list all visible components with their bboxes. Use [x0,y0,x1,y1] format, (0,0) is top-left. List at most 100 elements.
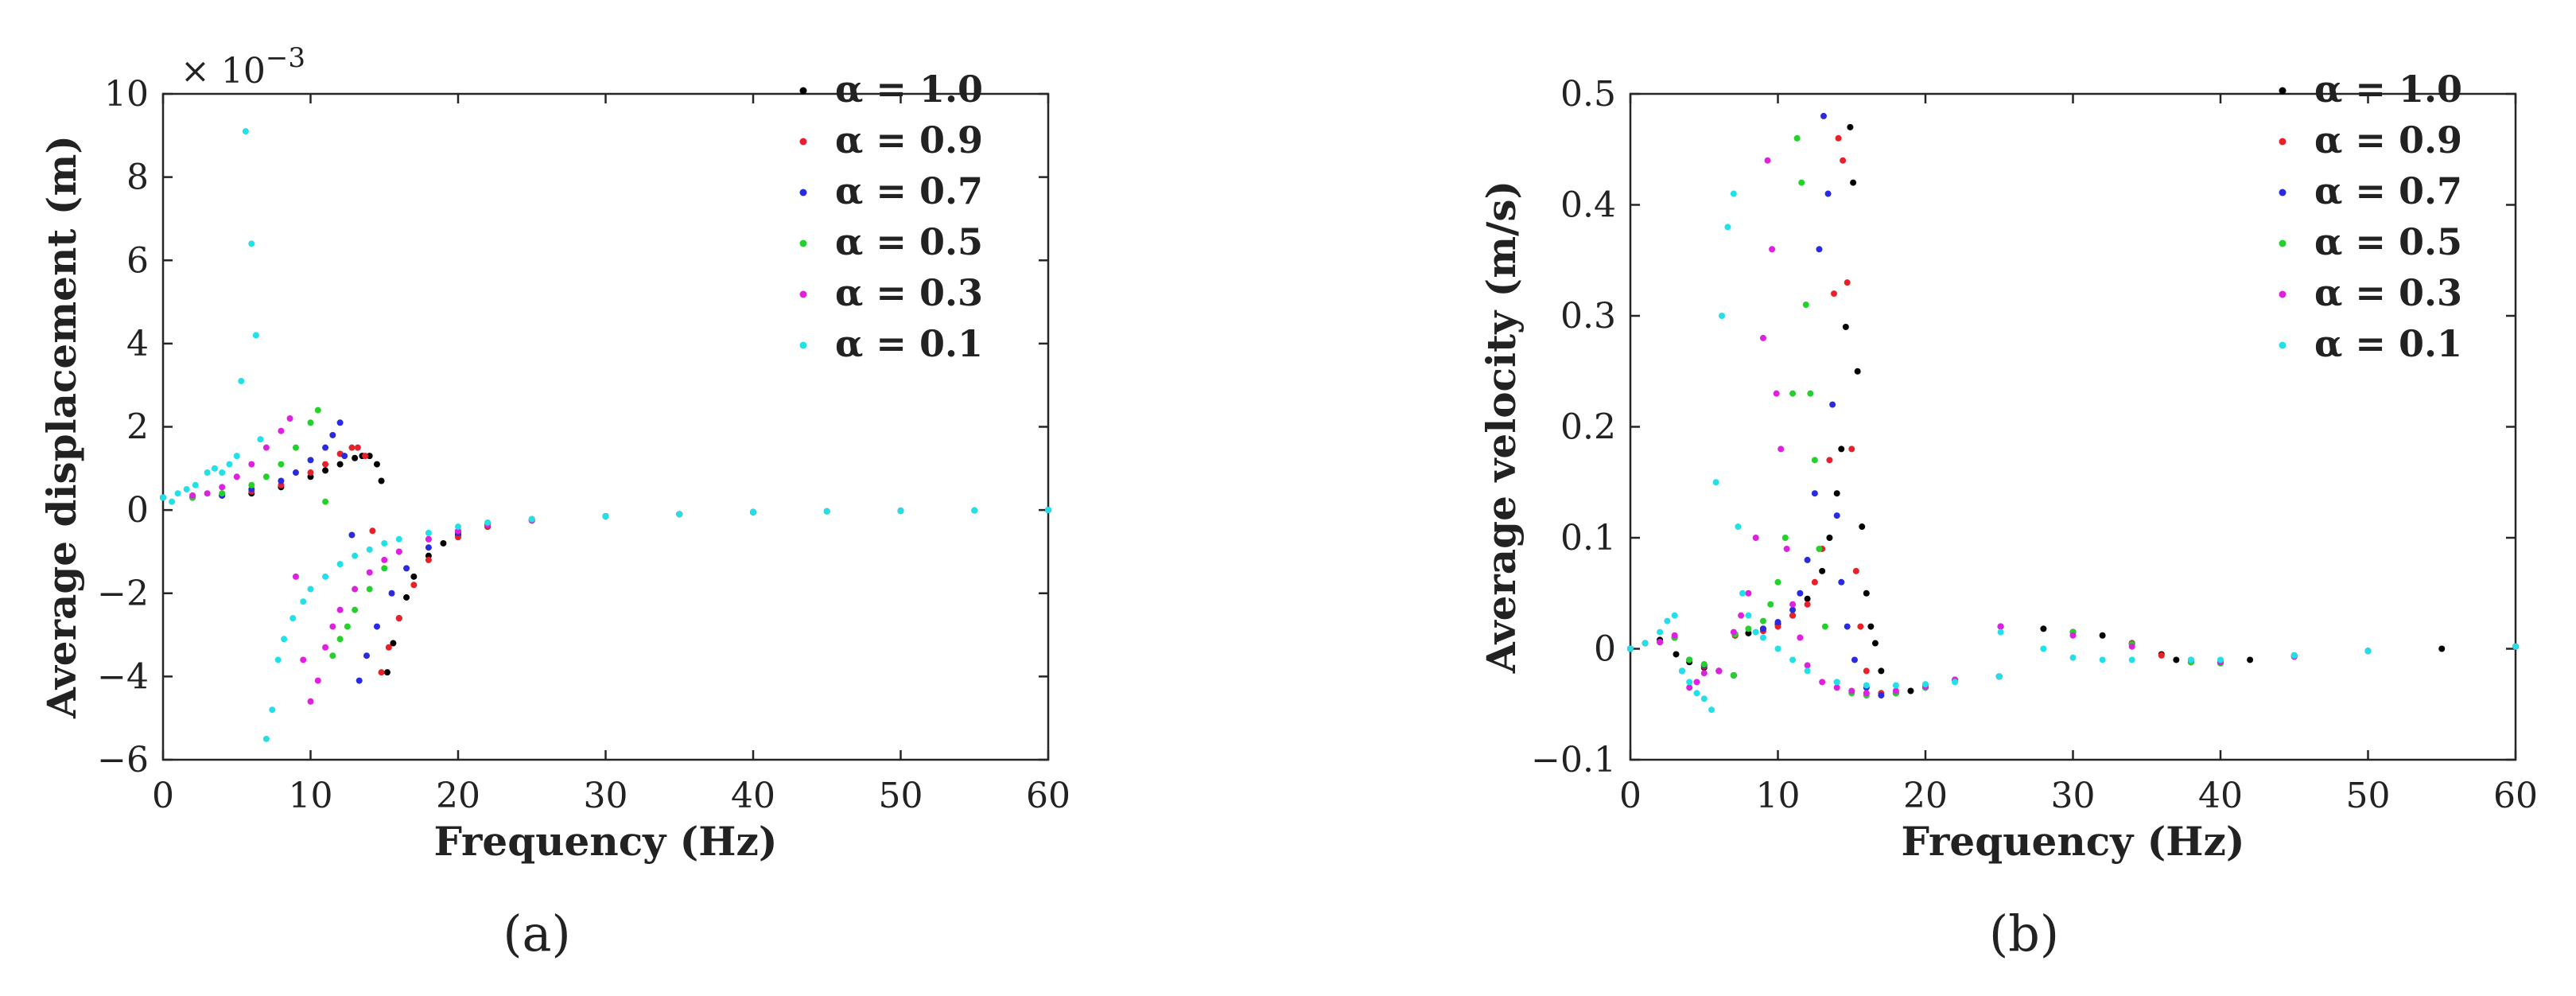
legend-marker [799,341,807,349]
legend-marker [2279,189,2287,196]
data-point [2099,656,2106,663]
data-point [1811,457,1818,464]
data-point [2512,643,2519,650]
y-tick-label: 2 [126,407,149,448]
data-point [183,485,190,492]
data-point [1739,589,1746,597]
data-point [403,593,410,601]
data-point [352,606,359,613]
data-point [1863,682,1870,689]
data-point [1764,157,1771,164]
data-point [366,586,373,593]
y-tick-label: 0.2 [1560,407,1616,448]
data-point [1673,651,1680,658]
x-tick-label: 40 [731,776,775,816]
data-point [348,444,356,451]
data-point [1848,445,1855,453]
data-point [1789,612,1797,619]
data-point [1664,617,1671,624]
data-point [381,556,388,563]
data-point [348,531,356,539]
data-point [378,669,385,676]
data-point [1657,628,1664,636]
series-3 [160,419,1051,684]
data-point [676,511,683,518]
legend-label: α = 0.7 [835,169,983,212]
data-point [252,332,259,339]
legend-marker [2279,290,2287,298]
y-tick-label: −6 [97,740,149,780]
data-point [1892,687,1899,694]
data-point [219,469,226,477]
data-point [219,484,226,491]
x-tick-label: 40 [2198,776,2243,816]
data-point [278,461,285,468]
legend-marker [2279,138,2287,146]
data-point [1821,623,1828,630]
data-point [1745,612,1752,619]
data-point [1700,661,1708,668]
data-point [362,453,369,460]
data-point [1829,401,1836,408]
data-point [1745,625,1752,632]
data-point [897,508,904,515]
data-point [381,539,388,547]
data-point [1842,323,1849,330]
data-point [1797,589,1804,597]
data-point [1835,134,1842,142]
data-point [823,508,830,515]
data-point [322,644,329,651]
data-point [1686,656,1693,663]
data-point [1840,157,1847,164]
data-point [1847,123,1854,130]
y-axis-label: Average displacement (m) [38,135,85,719]
data-point [2438,645,2446,652]
y-tick-label: 4 [126,324,149,364]
data-point [2173,656,2180,663]
data-point [262,473,270,480]
data-point [341,453,348,460]
data-point [1997,628,2004,636]
data-point [1867,623,1875,630]
data-point [292,469,299,477]
data-point [1789,606,1797,613]
data-point [1769,246,1776,253]
y-tick-label: 0.5 [1560,74,1616,115]
data-point [1774,645,1781,652]
data-point [403,565,410,572]
data-point [2217,656,2224,663]
data-point [352,552,359,559]
data-point [1833,679,1840,686]
data-point [1820,112,1828,119]
data-point [410,582,418,589]
data-point [169,498,176,505]
data-point [1830,290,1837,298]
data-point [352,454,359,461]
y-tick-label: 6 [126,240,149,281]
data-point [1789,656,1797,663]
data-point [395,615,402,622]
data-point [2099,632,2106,639]
x-tick-label: 30 [2051,776,2096,816]
data-point [1797,634,1804,641]
data-point [388,589,395,597]
y-tick-label: 10 [104,74,149,115]
data-point [1735,523,1742,531]
data-point [1863,589,1870,597]
data-point [1773,390,1780,397]
data-point [373,623,380,630]
data-point [390,640,397,647]
legend-label: α = 1.0 [2314,68,2462,111]
y-axis-label: Average velocity (m/s) [1478,181,1525,674]
data-point [322,444,329,451]
data-point [1878,667,1885,675]
series-6 [160,128,1051,742]
x-axis-label: Frequency (Hz) [433,818,777,865]
data-point [2128,656,2135,663]
panel-a-label: (a) [503,905,570,963]
y-tick-label: 8 [126,158,149,198]
data-point [369,527,376,535]
x-tick-label: 10 [1756,776,1801,816]
data-point [1802,302,1809,309]
x-tick-label: 0 [1619,776,1642,816]
